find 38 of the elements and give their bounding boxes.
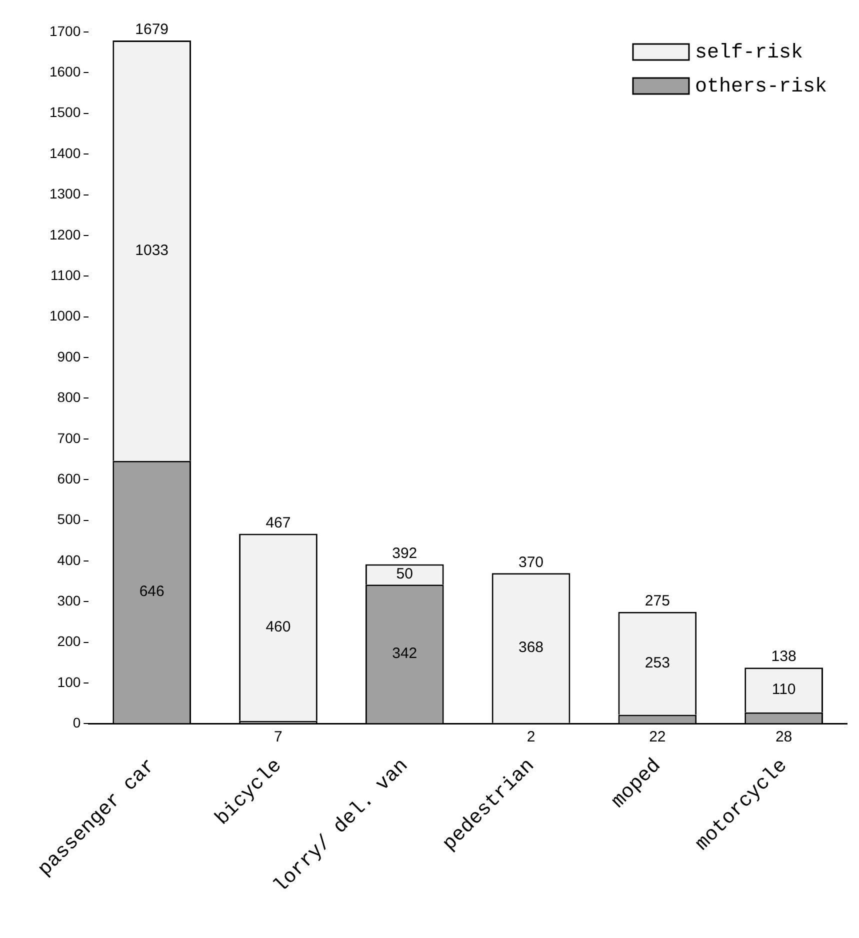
- data-label: 28: [775, 728, 792, 746]
- data-label: 7: [274, 728, 282, 746]
- y-tick-label: 100: [57, 674, 81, 690]
- data-label: 110: [772, 681, 796, 698]
- y-tick-label: 400: [57, 552, 81, 568]
- y-tick-label: 700: [57, 430, 81, 446]
- legend-label: self-risk: [694, 41, 804, 64]
- data-label: 368: [518, 639, 544, 656]
- y-tick-label: 1300: [49, 186, 81, 202]
- total-label: 467: [266, 514, 291, 532]
- y-tick-label: 1600: [49, 64, 81, 80]
- data-label: 1033: [135, 242, 169, 259]
- total-label: 1679: [135, 21, 169, 38]
- y-tick-label: 900: [57, 348, 81, 364]
- total-label: 138: [771, 648, 796, 666]
- legend-label: others-risk: [694, 75, 828, 98]
- data-label: 2: [526, 728, 536, 746]
- total-label: 275: [644, 592, 670, 610]
- data-label: 253: [644, 654, 670, 672]
- y-tick-label: 600: [57, 470, 81, 486]
- y-tick-label: 0: [72, 714, 81, 731]
- y-tick-label: 1100: [50, 267, 81, 283]
- y-tick-label: 800: [57, 389, 81, 406]
- y-tick-label: 500: [57, 511, 81, 528]
- y-tick-label: 1500: [49, 104, 81, 120]
- y-tick-label: 200: [57, 633, 81, 650]
- data-label: 646: [139, 583, 164, 600]
- y-tick-label: 1000: [49, 308, 81, 324]
- y-tick-label: 300: [57, 592, 81, 609]
- data-label: 22: [649, 728, 666, 746]
- data-label: 460: [266, 618, 291, 636]
- data-label: 342: [392, 645, 418, 662]
- total-label: 392: [392, 544, 418, 562]
- y-tick-label: 1400: [49, 144, 81, 161]
- total-label: 370: [518, 554, 544, 571]
- y-tick-label: 1200: [49, 226, 81, 242]
- data-label: 50: [396, 566, 413, 583]
- y-tick-label: 1700: [49, 22, 81, 39]
